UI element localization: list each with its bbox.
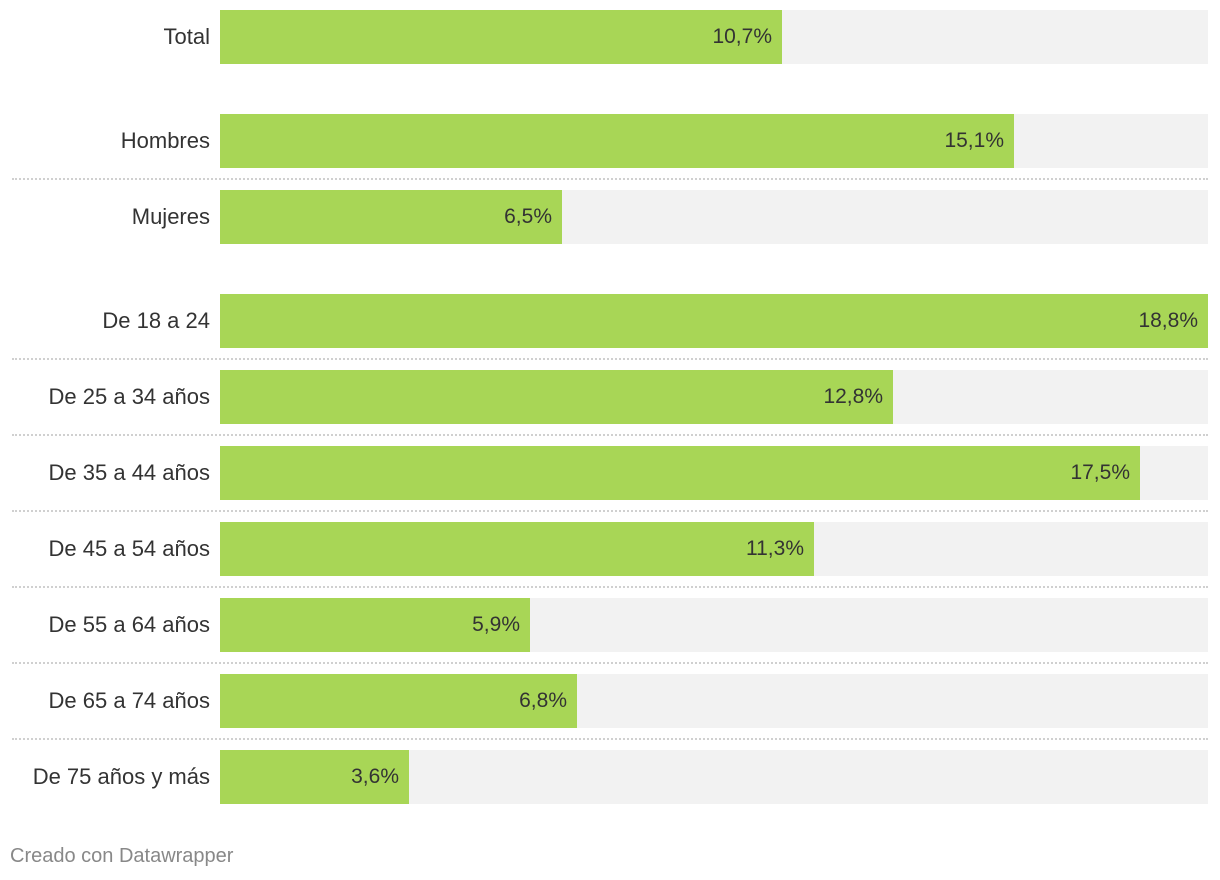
value-label: 18,8%: [1138, 309, 1198, 332]
bar-track: 6,5%: [220, 190, 1208, 244]
row-divider: [12, 358, 1208, 360]
value-label: 6,5%: [504, 205, 552, 228]
row-divider: [12, 178, 1208, 180]
value-label: 17,5%: [1070, 461, 1130, 484]
bar: [220, 294, 1208, 348]
category-label: De 55 a 64 años: [48, 612, 210, 637]
bar: [220, 10, 782, 64]
category-label: De 65 a 74 años: [48, 688, 210, 713]
bar: [220, 190, 562, 244]
bar-track: 12,8%: [220, 370, 1208, 424]
row-divider: [12, 738, 1208, 740]
value-label: 10,7%: [712, 25, 772, 48]
category-label: Hombres: [120, 128, 210, 153]
value-label: 11,3%: [746, 537, 804, 560]
bar: [220, 114, 1014, 168]
value-label: 12,8%: [823, 385, 883, 408]
value-label: 5,9%: [472, 613, 520, 636]
bar-track: 11,3%: [220, 522, 1208, 576]
bar-track: 15,1%: [220, 114, 1208, 168]
credit-text: Creado con Datawrapper: [10, 845, 234, 867]
row-divider: [12, 662, 1208, 664]
row-divider: [12, 586, 1208, 588]
category-label: De 35 a 44 años: [48, 460, 210, 485]
bar: [220, 446, 1140, 500]
row-divider: [12, 434, 1208, 436]
bar-track: 17,5%: [220, 446, 1208, 500]
bar: [220, 674, 577, 728]
bar: [220, 370, 893, 424]
bar-track: 5,9%: [220, 598, 1208, 652]
category-label: Mujeres: [131, 204, 210, 229]
category-label: De 75 años y más: [32, 764, 210, 789]
bar-track: 18,8%: [220, 294, 1208, 348]
bar-track: 3,6%: [220, 750, 1208, 804]
bar: [220, 598, 530, 652]
bar-track: 6,8%: [220, 674, 1208, 728]
category-label: Total: [163, 24, 210, 49]
value-label: 3,6%: [351, 765, 399, 788]
value-label: 15,1%: [944, 129, 1004, 152]
category-label: De 45 a 54 años: [48, 536, 210, 561]
category-label: De 25 a 34 años: [48, 384, 210, 409]
value-label: 6,8%: [519, 689, 567, 712]
category-label: De 18 a 24: [102, 308, 210, 333]
bar: [220, 750, 409, 804]
row-divider: [12, 510, 1208, 512]
bar: [220, 522, 814, 576]
bar-track: 10,7%: [220, 10, 1208, 64]
